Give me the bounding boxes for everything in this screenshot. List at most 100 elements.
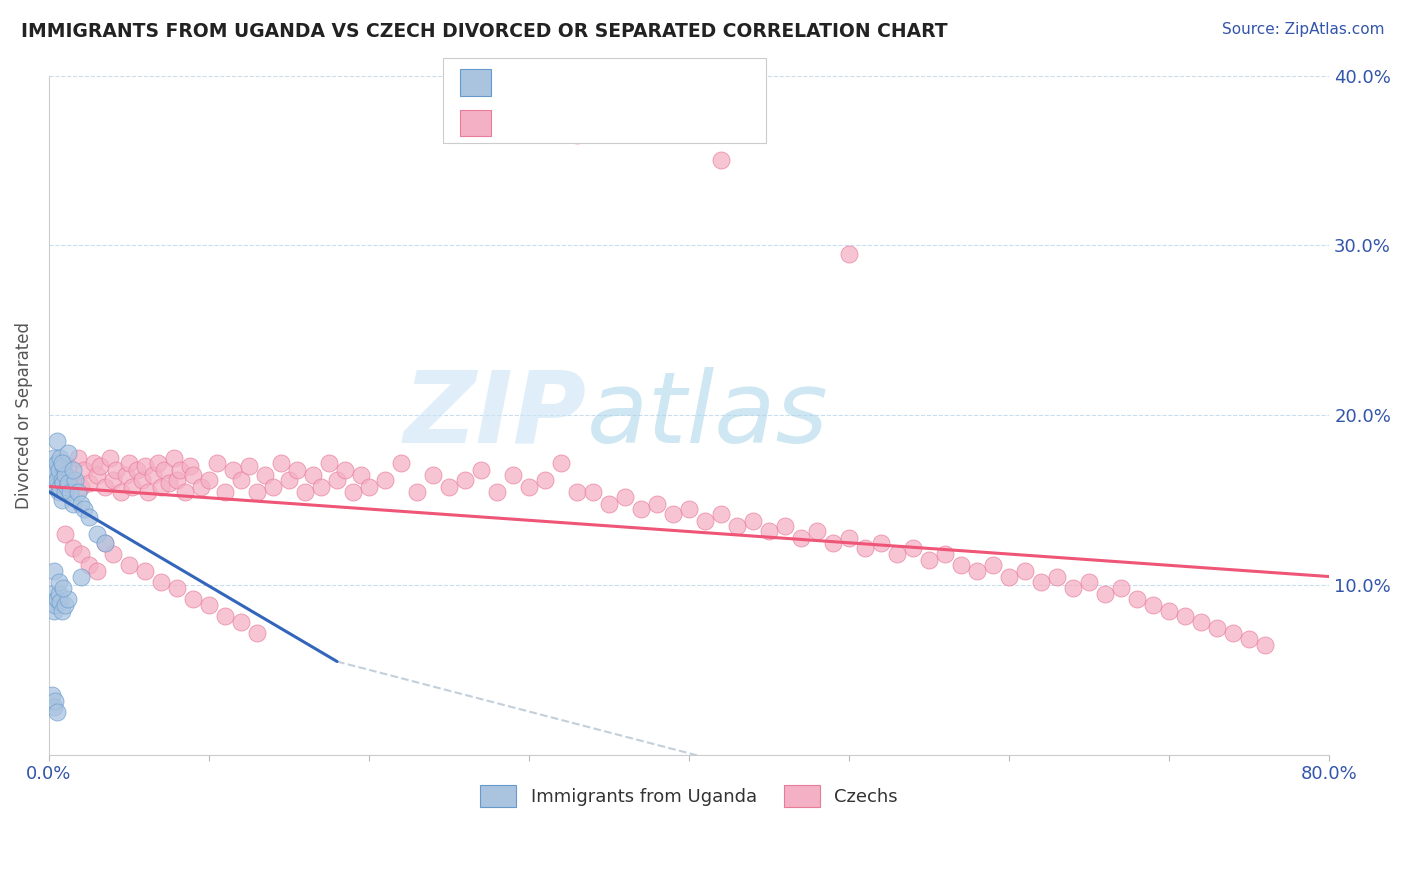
Point — [1159, 603, 1181, 617]
Point — [70, 548, 93, 562]
Point — [598, 496, 620, 510]
Point — [46, 462, 69, 476]
Point — [918, 552, 941, 566]
Point — [517, 479, 540, 493]
Text: N =: N = — [617, 114, 654, 132]
Point — [710, 507, 733, 521]
Point — [56, 459, 79, 474]
Point — [52, 476, 75, 491]
Point — [39, 467, 62, 482]
Text: 52: 52 — [654, 73, 676, 91]
Point — [981, 558, 1004, 572]
Point — [357, 479, 380, 493]
Point — [169, 462, 191, 476]
Point — [59, 484, 82, 499]
Point — [678, 501, 700, 516]
Point — [262, 479, 284, 493]
Text: -0.087: -0.087 — [541, 114, 600, 132]
Point — [486, 484, 509, 499]
Point — [1062, 582, 1084, 596]
Point — [46, 706, 69, 720]
Point — [46, 591, 69, 606]
Point — [934, 548, 956, 562]
Point — [56, 476, 79, 491]
Point — [181, 467, 204, 482]
Point — [53, 484, 76, 499]
Point — [86, 565, 108, 579]
Point — [645, 496, 668, 510]
Point — [278, 473, 301, 487]
Point — [318, 456, 340, 470]
Point — [101, 548, 124, 562]
Point — [118, 558, 141, 572]
Point — [630, 501, 652, 516]
Point — [742, 514, 765, 528]
Point — [70, 496, 93, 510]
Point — [294, 484, 316, 499]
Point — [105, 462, 128, 476]
Point — [966, 565, 988, 579]
Point — [70, 479, 93, 493]
Point — [48, 484, 70, 499]
Point — [198, 473, 221, 487]
Point — [101, 473, 124, 487]
Point — [44, 693, 66, 707]
Point — [1206, 620, 1229, 634]
Point — [174, 484, 197, 499]
Point — [114, 467, 136, 482]
Point — [205, 456, 228, 470]
Point — [253, 467, 276, 482]
Text: R =: R = — [502, 73, 538, 91]
Point — [1142, 599, 1164, 613]
Point — [1174, 608, 1197, 623]
Point — [77, 558, 100, 572]
Point — [1094, 586, 1116, 600]
Point — [150, 479, 173, 493]
Point — [62, 473, 84, 487]
Point — [94, 479, 117, 493]
Point — [950, 558, 973, 572]
Point — [44, 462, 66, 476]
Point — [142, 467, 165, 482]
Text: -0.264: -0.264 — [541, 73, 600, 91]
Point — [1031, 574, 1053, 589]
Text: atlas: atlas — [586, 367, 828, 464]
Point — [333, 462, 356, 476]
Point — [725, 518, 748, 533]
Point — [422, 467, 444, 482]
Point — [179, 459, 201, 474]
Point — [48, 462, 70, 476]
Point — [62, 462, 84, 476]
Point — [98, 450, 121, 465]
Point — [48, 586, 70, 600]
Text: N =: N = — [617, 73, 654, 91]
Point — [342, 484, 364, 499]
Point — [41, 476, 63, 491]
Point — [1078, 574, 1101, 589]
Point — [1109, 582, 1132, 596]
Point — [901, 541, 924, 555]
Point — [838, 531, 860, 545]
Point — [998, 569, 1021, 583]
Point — [146, 456, 169, 470]
Point — [153, 462, 176, 476]
Point — [53, 599, 76, 613]
Point — [853, 541, 876, 555]
Point — [62, 541, 84, 555]
Point — [46, 456, 69, 470]
Point — [53, 467, 76, 482]
Text: Source: ZipAtlas.com: Source: ZipAtlas.com — [1222, 22, 1385, 37]
Point — [131, 473, 153, 487]
Point — [350, 467, 373, 482]
Point — [46, 434, 69, 448]
Point — [222, 462, 245, 476]
Point — [238, 459, 260, 474]
Point — [389, 456, 412, 470]
Point — [89, 459, 111, 474]
Point — [66, 450, 89, 465]
Point — [134, 565, 156, 579]
Point — [470, 462, 492, 476]
Point — [326, 473, 349, 487]
Point — [502, 467, 524, 482]
Point — [1014, 565, 1036, 579]
